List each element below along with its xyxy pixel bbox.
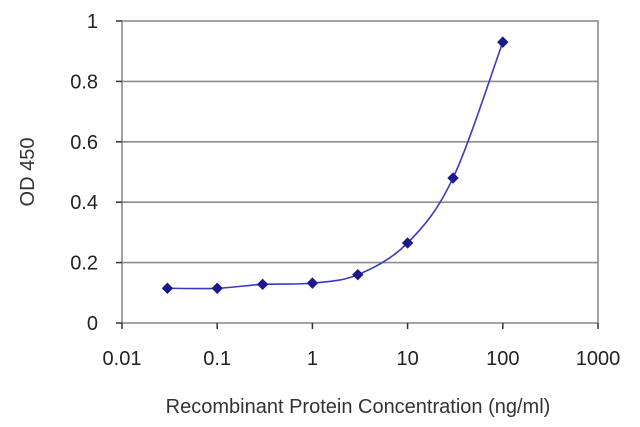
y-tick-label: 0.2: [70, 253, 98, 275]
y-tick-label: 1: [87, 11, 98, 33]
y-tick-label: 0.8: [70, 71, 98, 93]
data-point: [447, 172, 459, 184]
data-series: [161, 36, 509, 294]
y-tick-label: 0.4: [70, 192, 98, 214]
data-point: [401, 237, 414, 249]
tick-marks: [116, 20, 599, 329]
data-point: [161, 282, 174, 294]
x-tick-label: 0.1: [203, 348, 231, 370]
data-point: [352, 268, 364, 281]
x-axis-title: Recombinant Protein Concentration (ng/ml…: [166, 396, 551, 418]
x-tick-label: 1: [307, 348, 318, 370]
data-point: [211, 282, 223, 294]
x-tick-label: 100: [486, 348, 519, 370]
data-point: [497, 36, 509, 48]
grid-lines: [122, 80, 598, 264]
data-point: [256, 278, 269, 291]
y-tick-labels: 0 0.2 0.4 0.6 0.8 1: [70, 11, 98, 335]
x-tick-label: 10: [396, 348, 418, 370]
y-tick-label: 0: [87, 313, 98, 335]
x-tick-label: 0.01: [103, 348, 142, 370]
data-point: [306, 277, 319, 289]
y-tick-label: 0.6: [70, 132, 98, 154]
x-tick-label: 1000: [576, 348, 621, 370]
y-axis-title: OD 450: [17, 138, 39, 207]
x-tick-labels: 0.01 0.1 1 10 100 1000: [103, 348, 621, 370]
series-line: [167, 41, 504, 290]
